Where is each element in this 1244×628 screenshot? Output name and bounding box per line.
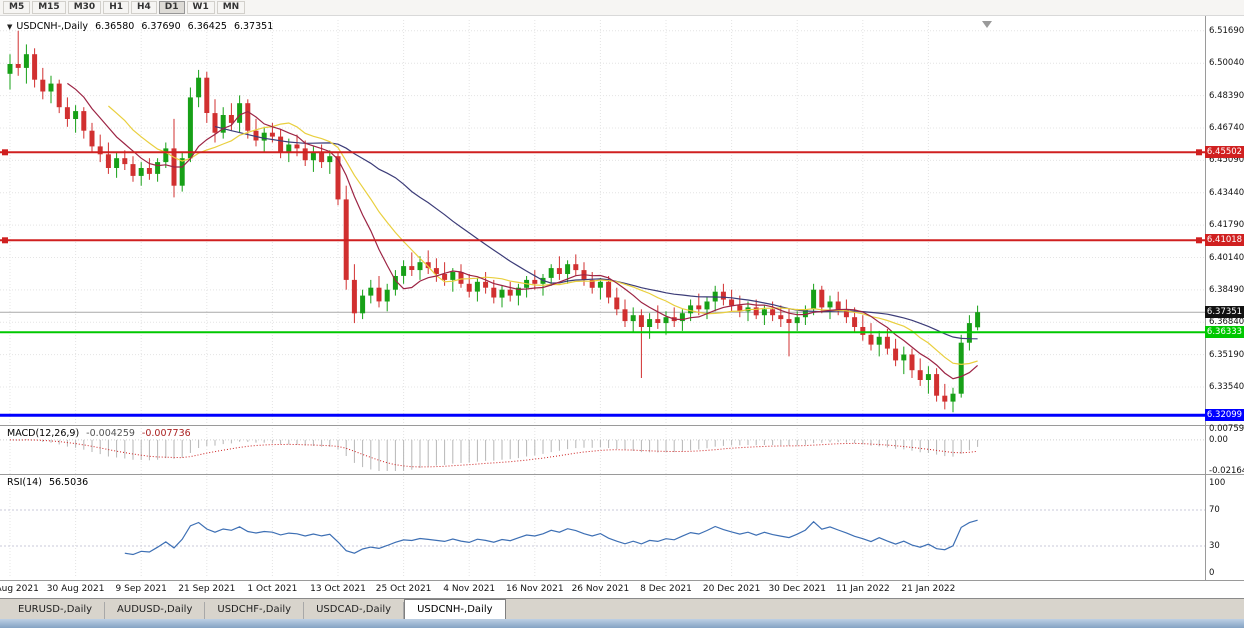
- macd-signal-value: -0.007736: [141, 428, 191, 439]
- price-axis-label: 6.46740: [1209, 122, 1244, 133]
- ohlc-low: 6.36425: [187, 21, 227, 32]
- timeframe-button-m5[interactable]: M5: [3, 1, 31, 14]
- price-axis-label: 6.33540: [1209, 382, 1244, 393]
- ohlc-close: 6.37351: [233, 21, 274, 32]
- date-axis-label: 1 Oct 2021: [247, 584, 298, 594]
- current-price-badge: 6.37351: [1205, 306, 1244, 319]
- date-axis-label: 25 Oct 2021: [375, 584, 432, 594]
- date-axis-label: 16 Nov 2021: [505, 584, 564, 594]
- timeframe-button-d1[interactable]: D1: [158, 1, 185, 14]
- rsi-name: RSI(14): [7, 477, 42, 488]
- timeframe-button-w1[interactable]: W1: [186, 1, 215, 14]
- macd-name: MACD(12,26,9): [7, 428, 80, 439]
- price-axis-label: 6.40140: [1209, 252, 1244, 263]
- price-axis-label: 6.35190: [1209, 349, 1244, 360]
- rsi-axis-label: 100: [1209, 478, 1226, 488]
- date-axis-label: 8 Dec 2021: [640, 584, 692, 594]
- rsi-axis-label: 70: [1209, 505, 1220, 515]
- chart-tab-eurusd[interactable]: EURUSD-,Daily: [6, 602, 106, 619]
- chart-tab-usdcad[interactable]: USDCAD-,Daily: [304, 602, 405, 619]
- date-axis-label: 13 Oct 2021: [310, 584, 366, 594]
- macd-value: -0.004259: [86, 428, 135, 439]
- chart-title: USDCNH-,Daily: [16, 21, 89, 32]
- price-axis-label: 6.41790: [1209, 220, 1244, 231]
- price-axis-label: 6.38490: [1209, 284, 1244, 295]
- date-axis-label: 9 Sep 2021: [115, 584, 167, 594]
- ohlc-high: 6.37690: [141, 21, 181, 32]
- date-axis-label: 11 Jan 2022: [835, 584, 890, 594]
- date-axis-label: 30 Aug 2021: [46, 584, 105, 594]
- price-axis-label: 6.51690: [1209, 25, 1244, 36]
- rsi-indicator-label: RSI(14) 56.5036: [7, 477, 88, 488]
- timeframe-button-h4[interactable]: H4: [130, 1, 157, 14]
- date-axis-label: 21 Jan 2022: [901, 584, 956, 594]
- macd-indicator-label: MACD(12,26,9) -0.004259 -0.007736: [7, 428, 191, 439]
- chart-tab-usdchf[interactable]: USDCHF-,Daily: [205, 602, 305, 619]
- rsi-axis-label: 30: [1209, 541, 1220, 551]
- date-axis-label: 21 Sep 2021: [178, 584, 236, 594]
- rsi-value: 56.5036: [48, 477, 89, 488]
- chart-tab-audusd[interactable]: AUDUSD-,Daily: [105, 602, 206, 619]
- date-axis-label: 26 Nov 2021: [571, 584, 630, 594]
- macd-axis-label: -0.02164: [1209, 466, 1244, 477]
- chart-tab-usdcnh[interactable]: USDCNH-,Daily: [404, 599, 506, 619]
- timeframe-button-mn[interactable]: MN: [216, 1, 246, 14]
- price-line-badge: 6.45502: [1205, 146, 1244, 159]
- timeframe-button-m15[interactable]: M15: [32, 1, 66, 14]
- rsi-axis-label: 0: [1209, 568, 1215, 578]
- price-axis-label: 6.43440: [1209, 187, 1244, 198]
- price-line-badge: 6.36333: [1205, 326, 1244, 339]
- date-axis-label: 4 Nov 2021: [443, 584, 496, 594]
- price-line-badge: 6.41018: [1205, 234, 1244, 247]
- date-axis-label: 30 Dec 2021: [768, 584, 826, 594]
- chart-icon: ▼: [7, 22, 13, 31]
- timeframe-toolbar: M5 M15 M30 H1 H4 D1 W1 MN: [0, 0, 1244, 16]
- price-axis-label: 6.48390: [1209, 90, 1244, 101]
- macd-axis-label: 0.00759: [1209, 424, 1244, 434]
- price-axis-label: 6.50040: [1209, 58, 1244, 69]
- chart-header: ▼ USDCNH-,Daily 6.36580 6.37690 6.36425 …: [7, 21, 273, 32]
- timeframe-button-h1[interactable]: H1: [103, 1, 129, 14]
- price-axis-label: 6.36840: [1209, 317, 1244, 328]
- price-line-badge: 6.32099: [1205, 409, 1244, 422]
- date-axis-label: 20 Dec 2021: [702, 584, 761, 594]
- timeframe-button-m30[interactable]: M30: [67, 1, 102, 14]
- window-edge: [0, 619, 1244, 628]
- chart-tabs-bar: EURUSD-,Daily AUDUSD-,Daily USDCHF-,Daily U…: [0, 598, 1244, 619]
- date-axis-label: 18 Aug 2021: [0, 584, 39, 594]
- ohlc-open: 6.36580: [95, 21, 135, 32]
- price-axis-label: 6.45090: [1209, 155, 1244, 166]
- macd-axis-label: 0.00: [1209, 434, 1228, 445]
